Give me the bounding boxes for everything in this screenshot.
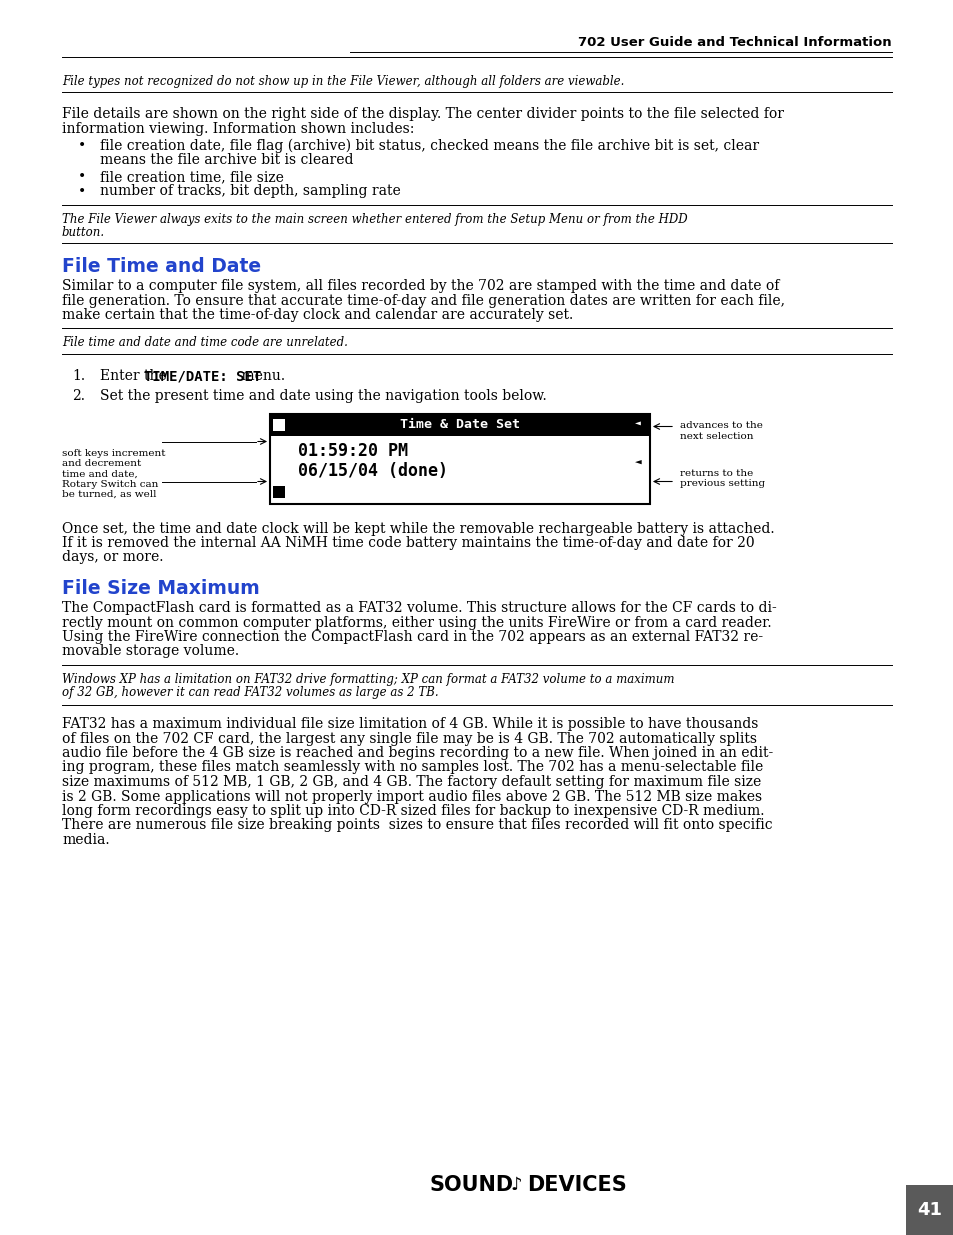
Text: audio file before the 4 GB size is reached and begins recording to a new file. W: audio file before the 4 GB size is reach… (62, 746, 773, 760)
Text: 06/15/04 (done): 06/15/04 (done) (297, 462, 448, 479)
Text: Windows XP has a limitation on FAT32 drive formatting; XP can format a FAT32 vol: Windows XP has a limitation on FAT32 dri… (62, 673, 674, 685)
Text: size maximums of 512 MB, 1 GB, 2 GB, and 4 GB. The factory default setting for m: size maximums of 512 MB, 1 GB, 2 GB, and… (62, 776, 760, 789)
Text: ▶: ▶ (273, 417, 278, 427)
Text: rectly mount on common computer platforms, either using the units FireWire or fr: rectly mount on common computer platform… (62, 615, 771, 630)
Text: make certain that the time-of-day clock and calendar are accurately set.: make certain that the time-of-day clock … (62, 308, 573, 322)
Text: menu.: menu. (236, 369, 285, 384)
Text: file creation time, file size: file creation time, file size (100, 170, 284, 184)
Text: The File Viewer always exits to the main screen whether entered from the Setup M: The File Viewer always exits to the main… (62, 212, 687, 226)
Text: is 2 GB. Some applications will not properly import audio files above 2 GB. The : is 2 GB. Some applications will not prop… (62, 789, 761, 804)
Text: file generation. To ensure that accurate time-of-day and file generation dates a: file generation. To ensure that accurate… (62, 294, 784, 308)
Bar (905, 1186, 953, 1235)
Text: •: • (78, 140, 86, 153)
Text: information viewing. Information shown includes:: information viewing. Information shown i… (62, 121, 414, 136)
Text: Once set, the time and date clock will be kept while the removable rechargeable : Once set, the time and date clock will b… (62, 521, 774, 536)
Text: of files on the 702 CF card, the largest any single file may be is 4 GB. The 702: of files on the 702 CF card, the largest… (62, 731, 757, 746)
Text: 41: 41 (917, 1200, 942, 1219)
Text: 01:59:20 PM: 01:59:20 PM (297, 441, 408, 459)
Text: Using the FireWire connection the CompactFlash card in the 702 appears as an ext: Using the FireWire connection the Compac… (62, 630, 762, 643)
Text: Set the present time and date using the navigation tools below.: Set the present time and date using the … (100, 389, 546, 403)
Text: Enter the: Enter the (100, 369, 171, 384)
Text: DEVICES: DEVICES (526, 1174, 626, 1195)
Text: •: • (78, 170, 86, 184)
Text: returns to the
previous setting: returns to the previous setting (679, 468, 764, 488)
Bar (273, 485, 285, 498)
Text: SOUND: SOUND (430, 1174, 514, 1195)
Text: days, or more.: days, or more. (62, 551, 163, 564)
Text: long form recordings easy to split up into CD-R sized files for backup to inexpe: long form recordings easy to split up in… (62, 804, 763, 818)
Text: •: • (78, 184, 86, 199)
Text: number of tracks, bit depth, sampling rate: number of tracks, bit depth, sampling ra… (100, 184, 400, 199)
Text: The CompactFlash card is formatted as a FAT32 volume. This structure allows for : The CompactFlash card is formatted as a … (62, 601, 776, 615)
Text: means the file archive bit is cleared: means the file archive bit is cleared (100, 153, 354, 168)
Text: Time & Date Set: Time & Date Set (399, 419, 519, 431)
Text: Similar to a computer file system, all files recorded by the 702 are stamped wit: Similar to a computer file system, all f… (62, 279, 779, 293)
Text: File details are shown on the right side of the display. The center divider poin: File details are shown on the right side… (62, 107, 783, 121)
Text: media.: media. (62, 832, 110, 847)
Text: 702 User Guide and Technical Information: 702 User Guide and Technical Information (578, 36, 891, 49)
Text: File types not recognized do not show up in the File Viewer, although all folder: File types not recognized do not show up… (62, 75, 623, 88)
Text: ♪: ♪ (510, 1176, 521, 1194)
Text: movable storage volume.: movable storage volume. (62, 645, 239, 658)
Text: advances to the
next selection: advances to the next selection (679, 421, 762, 441)
Text: 2.: 2. (71, 389, 85, 403)
Text: ◄: ◄ (635, 457, 641, 468)
Text: If it is removed the internal AA NiMH time code battery maintains the time-of-da: If it is removed the internal AA NiMH ti… (62, 536, 754, 550)
Bar (270, 414, 649, 504)
Text: File Time and Date: File Time and Date (62, 257, 261, 275)
Bar (270, 414, 649, 436)
Text: soft keys increment
and decrement
time and date,
Rotary Switch can
be turned, as: soft keys increment and decrement time a… (62, 448, 165, 499)
Text: 1.: 1. (71, 369, 85, 384)
Text: button.: button. (62, 226, 105, 240)
Text: File Size Maximum: File Size Maximum (62, 579, 259, 598)
Text: There are numerous file size breaking points  sizes to ensure that files recorde: There are numerous file size breaking po… (62, 819, 772, 832)
Text: FAT32 has a maximum individual file size limitation of 4 GB. While it is possibl: FAT32 has a maximum individual file size… (62, 718, 758, 731)
Text: File time and date and time code are unrelated.: File time and date and time code are unr… (62, 336, 348, 348)
Text: TIME/DATE: SET: TIME/DATE: SET (144, 369, 261, 384)
Bar (273, 419, 285, 431)
Text: file creation date, file flag (archive) bit status, checked means the file archi: file creation date, file flag (archive) … (100, 140, 759, 153)
Text: of 32 GB, however it can read FAT32 volumes as large as 2 TB.: of 32 GB, however it can read FAT32 volu… (62, 685, 438, 699)
Text: ing program, these files match seamlessly with no samples lost. The 702 has a me: ing program, these files match seamlessl… (62, 761, 762, 774)
Text: ◄: ◄ (635, 417, 640, 427)
